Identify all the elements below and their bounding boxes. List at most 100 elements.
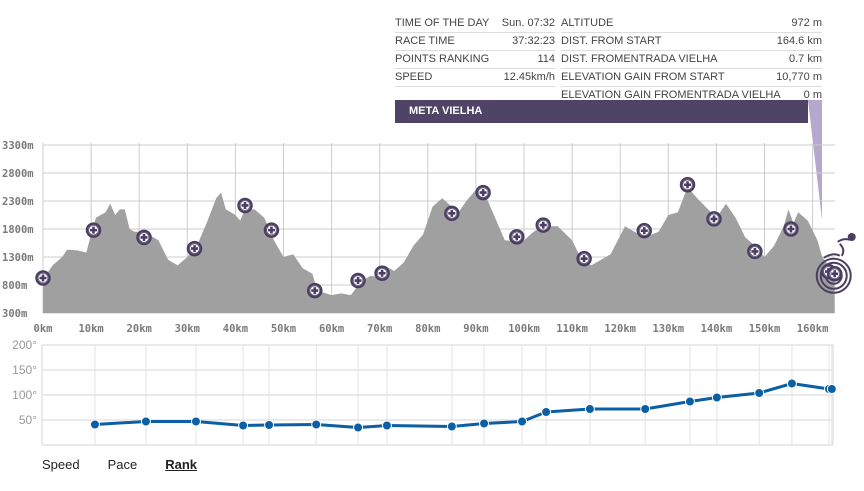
checkpoint-marker [307, 282, 323, 299]
rank-y-tick: 150° [12, 363, 37, 377]
rank-point [786, 378, 797, 389]
plus-icon [311, 287, 319, 295]
plus-icon [710, 215, 718, 223]
checkpoint-banner: META VIELHA [395, 100, 808, 123]
checkpoint-marker [237, 197, 253, 214]
chart-tabs: Speed Pace Rank [42, 457, 225, 472]
elevation-x-tick: 150km [749, 323, 781, 335]
rank-point [640, 404, 651, 414]
checkpoint-marker [509, 229, 525, 245]
elevation-x-tick: 40km [223, 323, 248, 335]
elevation-x-tick: 130km [652, 323, 684, 335]
info-label: RACE TIME [395, 35, 455, 47]
checkpoint-marker [444, 205, 460, 222]
checkpoint-marker [783, 221, 799, 237]
rank-y-tick: 100° [12, 388, 37, 402]
finish-ring [819, 261, 848, 290]
elevation-x-tick: 110km [556, 323, 588, 335]
plus-icon [448, 209, 456, 217]
info-row: ELEVATION GAIN FROMENTRADA VIELHA 0 m [561, 87, 822, 104]
info-value: 37:32:23 [512, 35, 555, 47]
checkpoint-inner [266, 225, 277, 236]
plus-icon [580, 255, 588, 263]
info-value: 164.6 km [776, 35, 822, 47]
checkpoint-inner [189, 243, 200, 254]
rank-line [94, 382, 832, 429]
info-row: SPEED 12.45km/h [395, 69, 555, 87]
plus-icon [787, 225, 795, 233]
checkpoint-marker [136, 229, 152, 246]
checkpoint-inner [478, 187, 489, 198]
checkpoint-inner [309, 285, 320, 296]
plus-icon [479, 189, 487, 197]
checkpoint-inner [708, 213, 720, 225]
elevation-x-tick: 50km [271, 323, 296, 335]
rank-point [754, 388, 765, 398]
checkpoint-inner [682, 179, 693, 190]
tab-pace[interactable]: Pace [107, 457, 138, 472]
plus-icon [378, 269, 386, 277]
info-label: ELEVATION GAIN FROMENTRADA VIELHA [561, 89, 781, 101]
info-row: ELEVATION GAIN FROM START 10,770 m [561, 69, 822, 87]
rank-point [446, 421, 457, 432]
rank-point [684, 396, 695, 407]
plus-icon [640, 227, 648, 235]
elevation-x-tick: 140km [701, 323, 733, 335]
checkpoint-marker [679, 177, 696, 193]
rank-point [541, 407, 552, 417]
plus-icon [831, 270, 839, 278]
info-label: TIME OF THE DAY [395, 17, 490, 29]
checkpoint-inner [749, 246, 760, 257]
rank-point [826, 384, 837, 394]
elevation-x-tick: 20km [127, 323, 152, 335]
checkpoint-inner [639, 225, 650, 236]
elevation-y-tick: 1300m [2, 252, 34, 264]
rank-y-tick: 50° [19, 413, 37, 427]
tab-rank[interactable]: Rank [165, 457, 198, 472]
checkpoint-name: META VIELHA [409, 105, 483, 117]
checkpoint-inner [446, 208, 457, 219]
elevation-y-tick: 2300m [2, 196, 34, 208]
plus-icon [751, 247, 759, 255]
elevation-x-tick: 30km [175, 323, 200, 335]
info-value: 114 [537, 53, 555, 65]
info-value: 0.7 km [788, 53, 822, 65]
checkpoint-marker [263, 222, 280, 238]
checkpoint-marker [706, 211, 722, 227]
info-value: 10,770 m [776, 71, 822, 83]
checkpoint-marker [35, 270, 51, 286]
elevation-x-tick: 90km [463, 323, 488, 335]
checkpoint-inner [829, 268, 840, 279]
elevation-x-tick: 100km [508, 323, 540, 335]
info-value: 12.45km/h [503, 71, 555, 83]
info-label: DIST. FROM START [561, 35, 662, 47]
checkpoint-inner [37, 272, 49, 284]
checkpoint-marker [826, 266, 843, 282]
rank-point [479, 418, 490, 429]
checkpoint-inner [538, 219, 549, 231]
checkpoint-inner [511, 231, 522, 242]
rank-point [353, 422, 364, 433]
rank-point [190, 416, 201, 427]
checkpoint-marker [636, 222, 652, 239]
checkpoint-marker [535, 217, 551, 233]
plus-icon [267, 226, 275, 234]
tab-speed[interactable]: Speed [42, 457, 80, 472]
info-row: TIME OF THE DAY Sun. 07:32 [395, 15, 555, 33]
info-value: 972 m [791, 17, 822, 29]
finish-rider-icon [815, 233, 856, 294]
elevation-x-tick: 10km [78, 323, 103, 335]
plus-icon [241, 201, 249, 209]
rank-point [711, 392, 722, 403]
plus-icon [39, 274, 47, 282]
elevation-y-tick: 3300m [2, 140, 34, 152]
rank-point [264, 420, 275, 430]
banner-pointer [808, 100, 822, 220]
elevation-y-tick: 1800m [2, 224, 34, 236]
info-label: SPEED [395, 71, 433, 83]
elevation-x-tick: 80km [415, 323, 440, 335]
info-label: POINTS RANKING [395, 53, 490, 65]
info-label: DIST. FROMENTRADA VIELHA [561, 53, 718, 65]
plus-icon [140, 233, 148, 241]
